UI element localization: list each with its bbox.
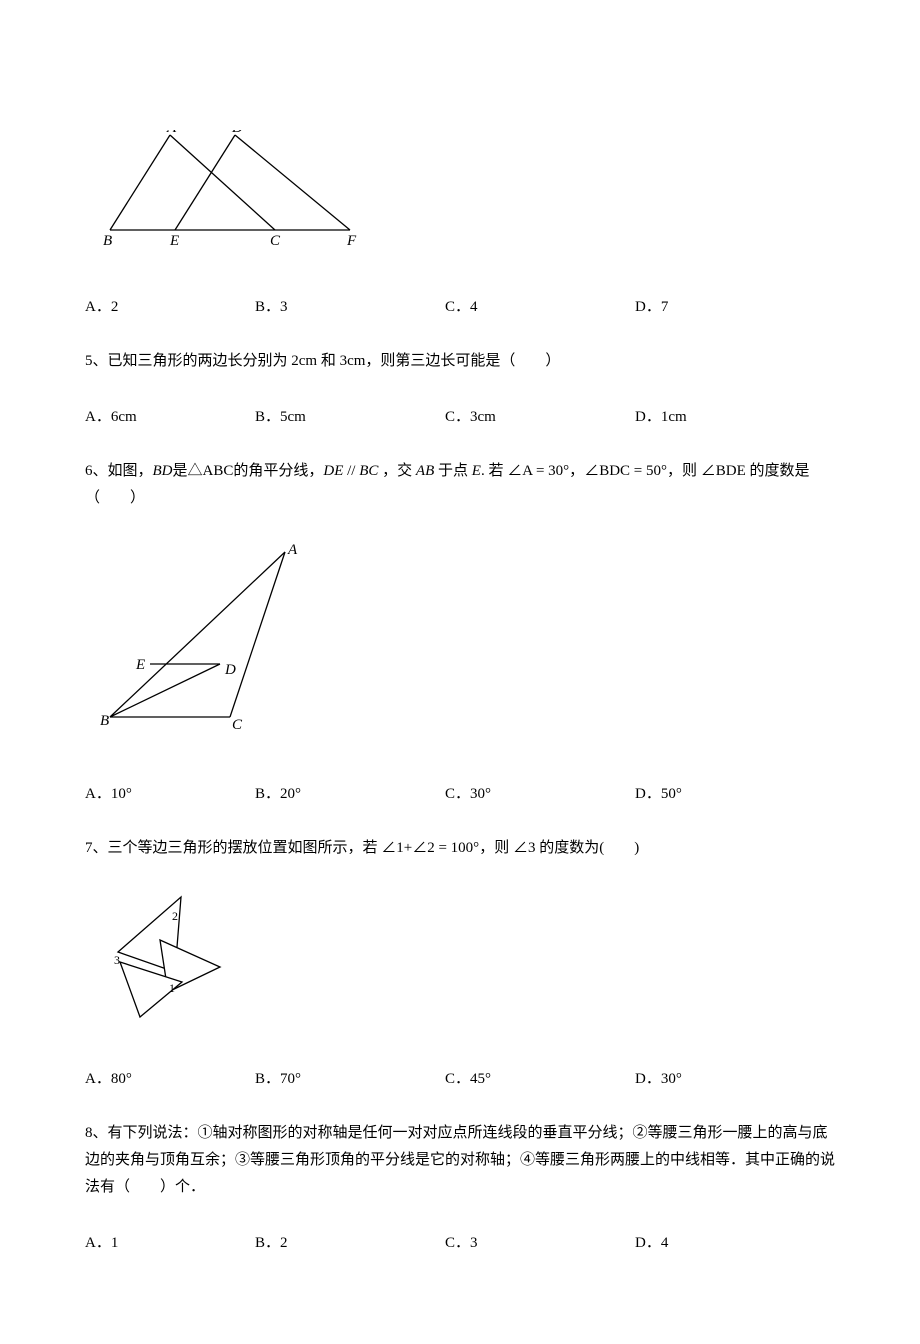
q7-opt-c: C．45° (445, 1067, 635, 1088)
q6-angle-bdc: ∠BDC = 50° (584, 463, 667, 479)
q6-mid7: ，则 (667, 463, 701, 479)
svg-text:A: A (287, 542, 298, 558)
q7-opt-a: A．80° (85, 1067, 255, 1088)
q6-mid4: 于点 (434, 463, 472, 479)
q7-text: 7、三个等边三角形的摆放位置如图所示，若 ∠1+∠2 = 100°，则 ∠3 的… (85, 835, 835, 862)
q5-opt-a: A．6cm (85, 405, 255, 426)
svg-text:1: 1 (169, 981, 175, 995)
q6-mid1: 是 (173, 463, 188, 479)
q6-opt-a: A．10° (85, 782, 255, 803)
q7-options: A．80° B．70° C．45° D．30° (85, 1067, 835, 1088)
q6-mid3: ，交 (378, 463, 416, 479)
figure-q4: B E C F A D (100, 130, 835, 255)
q5-opt-c: C．3cm (445, 405, 635, 426)
svg-text:3: 3 (114, 953, 120, 967)
q6-options: A．10° B．20° C．30° D．50° (85, 782, 835, 803)
q6-angle-a: ∠A = 30° (507, 463, 569, 479)
q6-text: 6、如图，BD是△ABC的角平分线，DE // BC ，交 AB 于点 E. 若… (85, 458, 835, 512)
svg-text:C: C (270, 233, 281, 249)
q5-opt-b: B．5cm (255, 405, 445, 426)
q6-angle-bde: ∠BDE (701, 463, 746, 479)
q6-abc: △ABC (188, 463, 234, 479)
q6-parallel: // (343, 463, 359, 479)
q4-opt-c: C．4 (445, 295, 635, 316)
q6-opt-c: C．30° (445, 782, 635, 803)
q5-opt-d: D．1cm (635, 405, 805, 426)
q7-opt-b: B．70° (255, 1067, 445, 1088)
q6-mid6: ， (569, 463, 584, 479)
q6-prefix: 6、如图， (85, 463, 153, 479)
svg-text:B: B (103, 233, 112, 249)
figure-q7: 2 3 1 (100, 892, 835, 1027)
svg-text:F: F (346, 233, 357, 249)
q6-de: DE (323, 463, 343, 479)
q4-options: A．2 B．3 C．4 D．7 (85, 295, 835, 316)
q8-opt-c: C．3 (445, 1231, 635, 1252)
q8-opt-b: B．2 (255, 1231, 445, 1252)
svg-text:D: D (231, 130, 243, 136)
svg-text:B: B (100, 713, 109, 729)
q7-expr1: ∠1+∠2 = 100° (381, 840, 479, 856)
svg-text:E: E (135, 657, 145, 673)
q7-suffix: 的度数为( ) (535, 840, 639, 856)
q6-bd: BD (153, 463, 173, 479)
q8-options: A．1 B．2 C．3 D．4 (85, 1231, 835, 1252)
q8-opt-d: D．4 (635, 1231, 805, 1252)
svg-text:2: 2 (172, 909, 178, 923)
q6-opt-b: B．20° (255, 782, 445, 803)
svg-text:C: C (232, 717, 243, 733)
q4-opt-d: D．7 (635, 295, 805, 316)
q5-options: A．6cm B．5cm C．3cm D．1cm (85, 405, 835, 426)
q5-text: 5、已知三角形的两边长分别为 2cm 和 3cm，则第三边长可能是（ ） (85, 348, 835, 375)
q6-bc: BC (359, 463, 378, 479)
q6-mid5: . 若 (481, 463, 507, 479)
q4-opt-b: B．3 (255, 295, 445, 316)
q8-text: 8、有下列说法：①轴对称图形的对称轴是任何一对对应点所连线段的垂直平分线；②等腰… (85, 1120, 835, 1201)
q7-prefix: 7、三个等边三角形的摆放位置如图所示，若 (85, 840, 381, 856)
q8-opt-a: A．1 (85, 1231, 255, 1252)
svg-text:A: A (166, 130, 177, 136)
q7-opt-d: D．30° (635, 1067, 805, 1088)
q4-opt-a: A．2 (85, 295, 255, 316)
q6-mid2: 的角平分线， (233, 463, 323, 479)
figure-q6: B C A D E (100, 542, 835, 742)
q7-mid: ，则 (479, 840, 513, 856)
q6-e: E (472, 463, 481, 479)
svg-text:E: E (169, 233, 179, 249)
q6-ab: AB (416, 463, 434, 479)
q7-expr2: ∠3 (513, 840, 536, 856)
svg-text:D: D (224, 662, 236, 678)
q6-opt-d: D．50° (635, 782, 805, 803)
